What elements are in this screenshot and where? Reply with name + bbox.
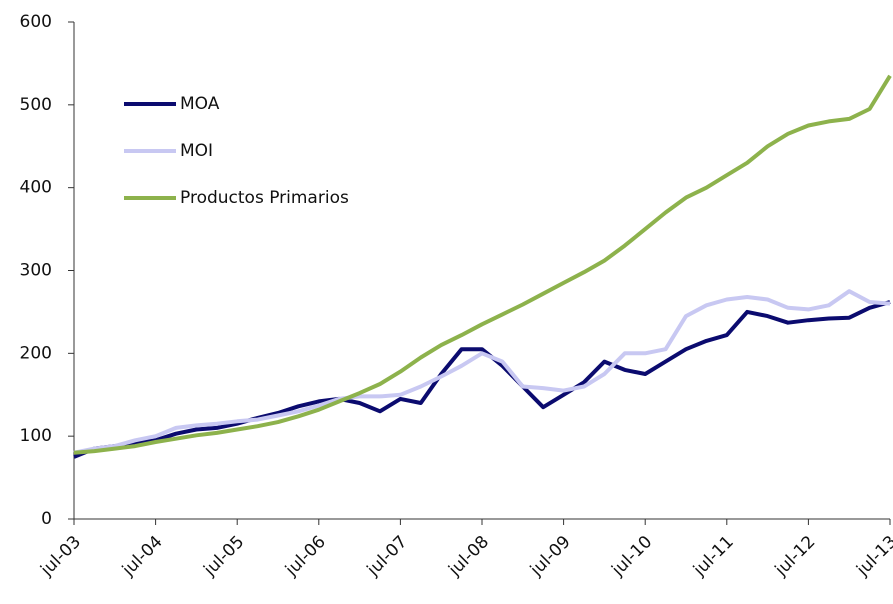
- series-line: [73, 300, 891, 459]
- x-tick-label: jul-09: [526, 532, 575, 581]
- x-tick-label: jul-08: [444, 532, 493, 581]
- x-tick-label: jul-06: [281, 532, 330, 581]
- x-tick-label: jul-13: [852, 532, 893, 581]
- y-tick-label: 600: [20, 12, 52, 32]
- y-tick-label: 500: [20, 95, 52, 115]
- legend-label: MOA: [180, 94, 220, 114]
- y-tick-label: 100: [20, 426, 52, 446]
- x-tick-label: jul-12: [771, 532, 820, 581]
- series-line: [73, 74, 892, 455]
- x-tick-label: jul-04: [118, 532, 167, 581]
- y-tick-label: 0: [41, 509, 52, 529]
- y-tick-label: 300: [20, 261, 52, 281]
- x-tick-label: jul-03: [36, 532, 85, 581]
- x-tick-label: jul-10: [607, 532, 656, 581]
- x-tick-label: jul-07: [363, 532, 412, 581]
- legend-label: MOI: [180, 141, 213, 161]
- x-tick-label: jul-11: [689, 532, 738, 581]
- y-tick-label: 400: [20, 178, 52, 198]
- series-line: [73, 289, 891, 455]
- y-tick-label: 200: [20, 343, 52, 363]
- legend-label: Productos Primarios: [180, 188, 349, 208]
- x-tick-label: jul-05: [199, 532, 248, 581]
